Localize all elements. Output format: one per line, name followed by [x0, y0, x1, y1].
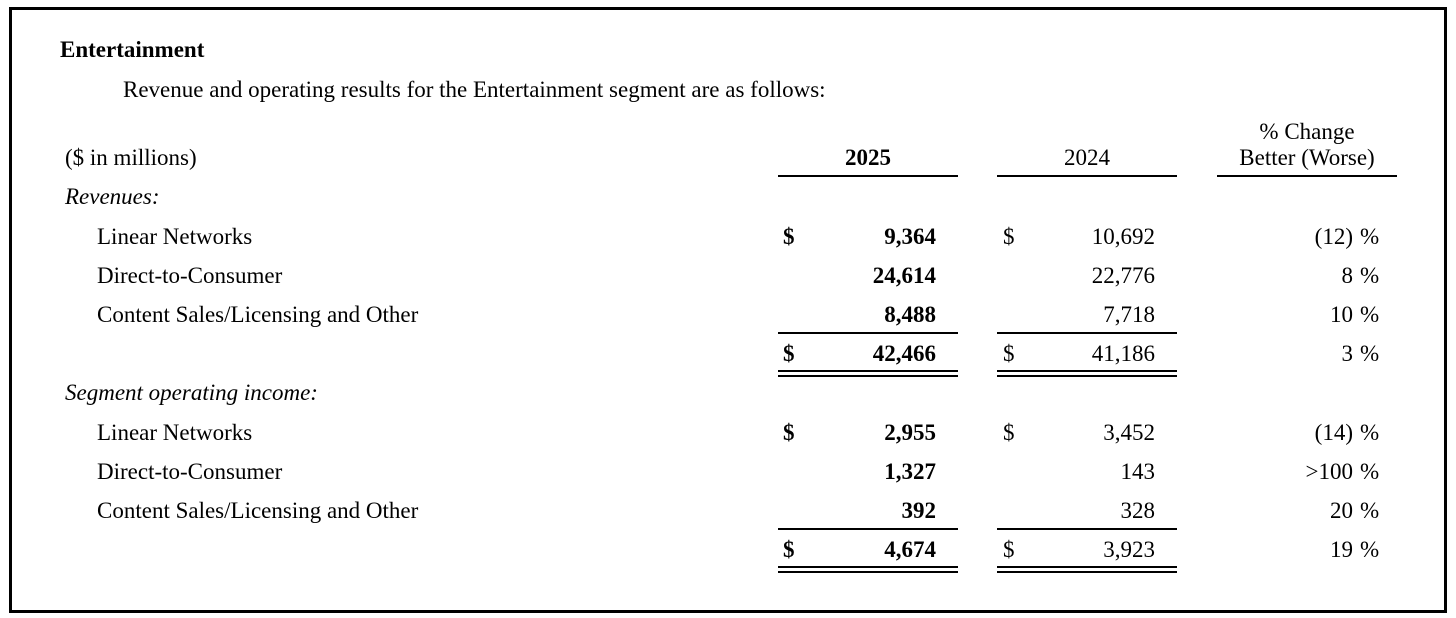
header-rule	[778, 175, 958, 177]
subtotal-rule	[997, 332, 1177, 334]
percent-sign: %	[1360, 341, 1380, 366]
percent-sign: %	[1360, 459, 1380, 484]
total-double-rule	[997, 370, 1177, 372]
intro-text: Revenue and operating results for the En…	[123, 77, 826, 102]
change-value: (14)	[1314, 420, 1353, 445]
value-2025: 24,614	[872, 263, 936, 288]
percent-sign: %	[1360, 537, 1380, 562]
value-2024: 41,186	[1091, 341, 1155, 366]
value-2025: 392	[901, 498, 937, 523]
value-2025: 42,466	[872, 341, 936, 366]
value-2025: 1,327	[884, 459, 936, 484]
row-label: Linear Networks	[97, 420, 253, 445]
column-header: Better (Worse)	[1239, 145, 1375, 170]
percent-sign: %	[1360, 498, 1380, 523]
frame	[9, 7, 1447, 613]
unit-label: ($ in millions)	[65, 145, 197, 170]
value-2025: 4,674	[884, 537, 936, 562]
value-2024: 143	[1120, 459, 1156, 484]
percent-sign: %	[1360, 420, 1380, 445]
total-double-rule	[997, 375, 1177, 377]
total-double-rule	[997, 566, 1177, 568]
total-double-rule	[778, 370, 958, 372]
value-2024: 10,692	[1091, 224, 1155, 249]
change-value: 8	[1341, 263, 1354, 288]
currency-sign: $	[783, 420, 795, 445]
row-label: Linear Networks	[97, 224, 253, 249]
currency-sign: $	[783, 537, 795, 562]
total-double-rule	[997, 571, 1177, 573]
value-2024: 328	[1120, 498, 1156, 523]
subtotal-rule	[778, 528, 958, 530]
value-2024: 7,718	[1103, 302, 1155, 327]
currency-sign: $	[1003, 341, 1015, 366]
percent-sign: %	[1360, 263, 1380, 288]
total-double-rule	[778, 566, 958, 568]
percent-sign: %	[1360, 302, 1380, 327]
change-value: >100	[1305, 459, 1353, 484]
subtotal-rule	[778, 332, 958, 334]
currency-sign: $	[1003, 420, 1015, 445]
column-header: 2025	[845, 145, 891, 170]
percent-sign: %	[1360, 224, 1380, 249]
row-label: Direct-to-Consumer	[97, 459, 283, 484]
total-double-rule	[778, 571, 958, 573]
section-heading: Revenues:	[65, 184, 160, 209]
row-label: Content Sales/Licensing and Other	[97, 498, 419, 523]
currency-sign: $	[783, 224, 795, 249]
value-2024: 3,452	[1103, 420, 1155, 445]
row-label: Content Sales/Licensing and Other	[97, 302, 419, 327]
section-heading: Segment operating income:	[65, 380, 318, 405]
column-header: % Change	[1259, 119, 1355, 144]
change-value: 10	[1330, 302, 1353, 327]
value-2024: 22,776	[1091, 263, 1155, 288]
currency-sign: $	[1003, 224, 1015, 249]
value-2025: 2,955	[884, 420, 936, 445]
section-title: Entertainment	[60, 37, 205, 62]
change-value: 19	[1330, 537, 1353, 562]
header-rule	[1217, 175, 1397, 177]
currency-sign: $	[783, 341, 795, 366]
column-header: 2024	[1064, 145, 1110, 170]
value-2024: 3,923	[1103, 537, 1155, 562]
header-rule	[997, 175, 1177, 177]
subtotal-rule	[997, 528, 1177, 530]
change-value: (12)	[1314, 224, 1353, 249]
change-value: 3	[1341, 341, 1354, 366]
total-double-rule	[778, 375, 958, 377]
currency-sign: $	[1003, 537, 1015, 562]
value-2025: 8,488	[884, 302, 936, 327]
value-2025: 9,364	[884, 224, 936, 249]
change-value: 20	[1330, 498, 1353, 523]
row-label: Direct-to-Consumer	[97, 263, 283, 288]
